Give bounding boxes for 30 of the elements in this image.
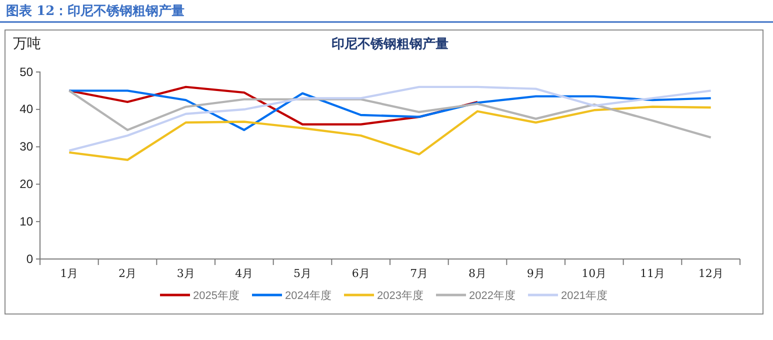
y-tick-label: 40 [20,102,34,116]
x-tick-label: 7月 [410,266,428,280]
y-tick-label: 10 [20,214,34,228]
y-tick-label: 0 [26,252,34,266]
x-tick-label: 10月 [582,266,607,280]
line-series [68,106,712,161]
legend-label: 2022年度 [469,289,516,302]
y-axis-title: 万吨 [13,35,41,51]
x-tick-label: 3月 [176,266,195,280]
x-tick-label: 6月 [352,266,370,280]
x-tick-label: 12月 [698,266,724,280]
legend-label: 2021年度 [561,289,608,302]
y-tick-label: 30 [20,140,34,154]
x-tick-label: 8月 [468,266,486,280]
y-tick-label: 50 [20,64,34,79]
x-tick-label: 2月 [118,266,136,280]
x-tick-label: 9月 [526,266,545,280]
chart-title: 印尼不锈钢粗钢产量 [332,36,448,52]
line-series [68,90,712,132]
legend-label: 2024年度 [285,289,332,302]
legend-label: 2023年度 [377,289,424,302]
x-tick-label: 4月 [235,266,254,280]
legend-label: 2025年度 [193,289,240,302]
text: 图表 12：印尼不锈钢粗钢产量 [6,3,185,19]
x-tick-label: 5月 [294,266,312,280]
x-tick-label: 1月 [60,266,78,280]
line-series [68,90,712,139]
x-tick-label: 11月 [640,266,665,280]
y-tick-label: 20 [20,177,34,192]
line-series [68,86,712,152]
